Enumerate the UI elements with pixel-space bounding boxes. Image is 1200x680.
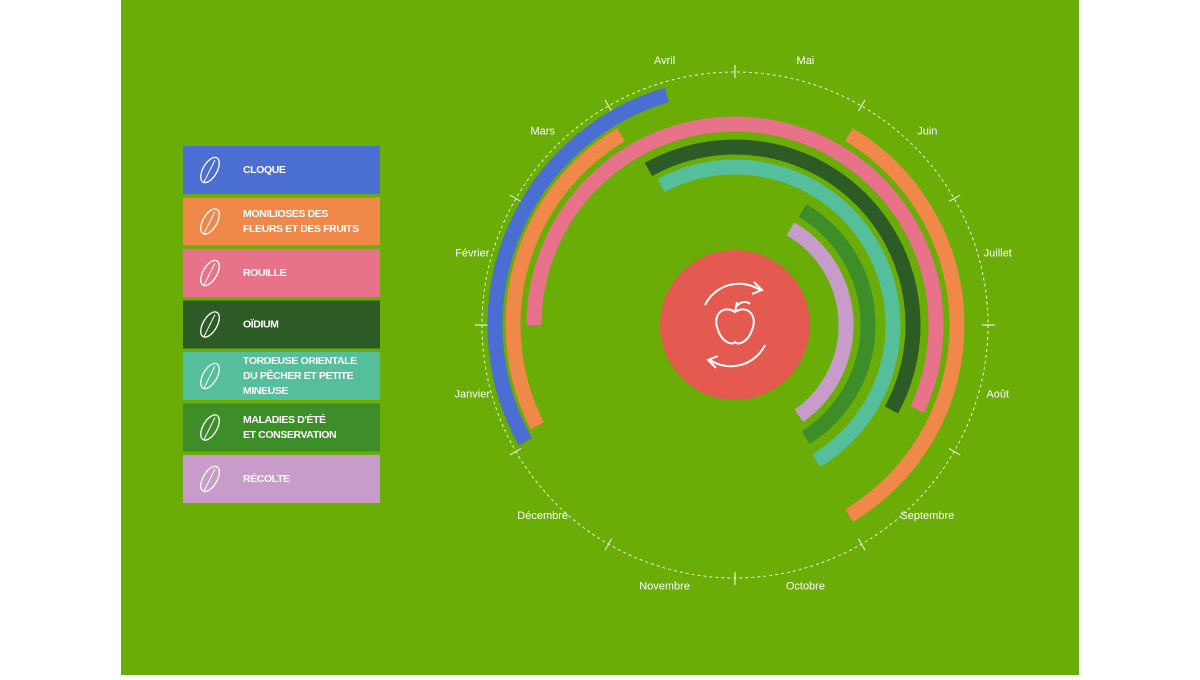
month-tick [509,194,522,202]
legend-icon [203,159,216,183]
legend-icon [203,314,216,337]
period-arc [786,222,854,422]
legend-label: MONILIOSES DES [243,208,328,220]
legend-label: MALADIES D'ÉTÉ [243,413,326,426]
legend-icon [200,259,220,287]
period-arc [845,128,965,522]
legend-label: RÉCOLTE [243,472,290,485]
month-label: Mai [797,55,815,67]
period-arc [798,204,876,445]
legend-label: DU PÊCHER ET PETITE [243,369,354,382]
legend-icon [200,414,220,441]
period-arc [526,116,944,413]
legend-icon [200,362,220,390]
legend-label: TORDEUSE ORIENTALE [243,355,357,367]
month-tick [604,538,612,551]
month-tick [858,538,866,551]
month-tick [858,99,866,112]
period-arc [644,139,921,414]
legend-icon [200,311,220,338]
legend-swatch [183,352,380,400]
legend-label: OÏDIUM [243,317,279,330]
legend-icon [203,417,216,440]
month-label: Septembre [900,510,954,522]
legend-label: ROUILLE [243,267,287,279]
legend-swatch [183,455,380,503]
legend-label: FLEURS ET DES FRUITS [243,223,359,235]
month-label: Octobre [786,581,825,593]
legend-swatch [183,197,380,246]
legend-icon [200,465,220,493]
legend-icon [203,468,216,492]
legend-swatch [183,249,380,297]
month-label: Avril [654,55,675,67]
legend-label: ET CONSERVATION [243,429,336,441]
legend-icon [203,262,216,286]
month-label: Mars [530,126,555,138]
month-tick [604,99,612,112]
month-label: Décembre [517,510,568,522]
period-arc [487,87,669,446]
month-tick [948,194,961,202]
legend-label: MINEUSE [243,385,288,397]
legend-swatch [183,146,380,194]
center-icon [704,281,766,369]
month-tick [948,448,961,456]
legend-icon [203,211,216,234]
legend-icon [203,365,216,389]
month-label: Août [986,388,1009,400]
legend-icon [200,208,220,235]
period-arc [505,128,625,430]
month-label: Février [455,248,490,260]
month-label: Juillet [984,248,1012,260]
legend-label: CLOQUE [243,164,286,176]
month-label: Juin [917,126,937,138]
legend-swatch [183,403,380,452]
legend-icon [200,156,220,184]
month-label: Janvier [455,388,491,400]
month-tick [509,448,522,456]
period-arc [657,159,901,468]
month-label: Novembre [639,581,690,593]
center-disc [660,250,810,400]
legend-swatch [183,300,380,349]
